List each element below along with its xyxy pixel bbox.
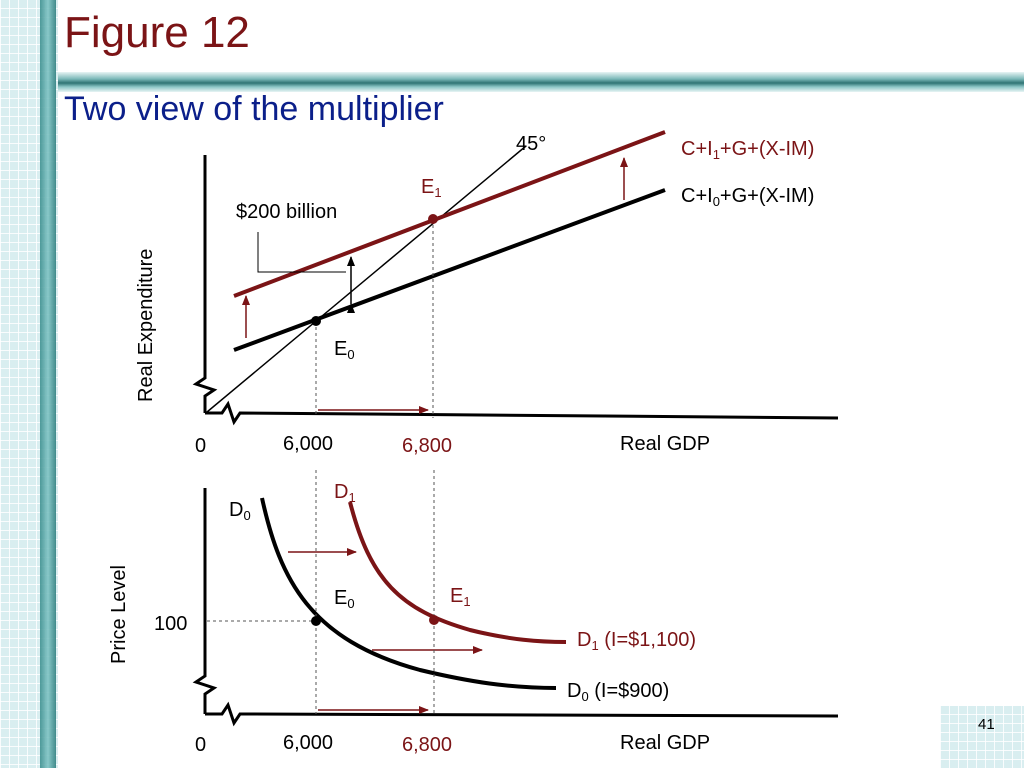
bottom-x-axis-label: Real GDP (620, 732, 710, 754)
curve-d0-end-label: D0 (I=$900) (567, 680, 669, 704)
curve-d1-top-label: D1 (334, 481, 356, 505)
top-y-axis (192, 155, 218, 413)
demand-curve-d0 (260, 497, 557, 690)
curve-d0-top-label: D0 (229, 499, 251, 523)
expenditure-line-old (233, 188, 666, 352)
point-e0-top-label: E0 (334, 338, 355, 362)
demand-curve-d1 (348, 501, 567, 644)
line-45-label: 45° (516, 133, 546, 155)
point-e1-bottom (429, 615, 439, 625)
title-divider-band (58, 72, 1024, 92)
point-e0-top (311, 316, 321, 326)
bottom-x-tick-6000: 6,000 (283, 732, 333, 754)
point-e1-top (428, 214, 438, 224)
top-y-axis-label: Real Expenditure (135, 249, 157, 402)
curve-new-label: C+I1+G+(X-IM) (681, 138, 814, 162)
top-x-tick-6800: 6,800 (402, 435, 452, 457)
expenditure-line-new (233, 130, 666, 298)
billion-label: $200 billion (236, 201, 337, 223)
y-tick-100: 100 (154, 613, 187, 635)
slide-subtitle: Two view of the multiplier (64, 90, 444, 128)
point-e0-bottom-label: E0 (334, 587, 355, 611)
bottom-x-tick-6800: 6,800 (402, 734, 452, 756)
bottom-y-axis-label: Price Level (108, 565, 130, 664)
curve-d1-end-label: D1 (I=$1,100) (577, 629, 696, 653)
top-x-axis-label: Real GDP (620, 433, 710, 455)
bottom-origin-label: 0 (195, 734, 206, 756)
bottom-diagram: Price Level Real GDP 0 6,000 6,800 100 D… (108, 470, 839, 756)
bottom-x-axis (205, 701, 839, 727)
point-e1-bottom-label: E1 (450, 585, 471, 609)
page-number: 41 (978, 716, 995, 733)
top-diagram: Real Expenditure Real GDP 0 6,000 6,800 … (135, 130, 839, 457)
bottom-y-axis (192, 488, 218, 714)
top-origin-label: 0 (195, 435, 206, 457)
point-e1-top-label: E1 (421, 176, 442, 200)
slide-title: Figure 12 (64, 8, 250, 57)
corner-decoration (940, 706, 1024, 768)
line-45-degree (206, 145, 527, 413)
point-e0-bottom (311, 616, 321, 626)
billion-callout-line (257, 232, 346, 273)
curve-old-label: C+I0+G+(X-IM) (681, 185, 814, 209)
top-x-tick-6000: 6,000 (283, 433, 333, 455)
left-decorative-stripe (40, 0, 56, 768)
top-x-axis (205, 400, 839, 426)
